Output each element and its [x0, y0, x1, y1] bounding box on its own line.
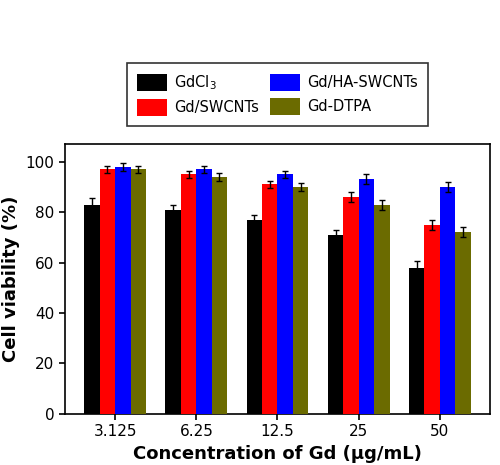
- X-axis label: Concentration of Gd (μg/mL): Concentration of Gd (μg/mL): [133, 445, 422, 463]
- Bar: [440, 187, 456, 414]
- Bar: [115, 167, 130, 414]
- Bar: [262, 185, 278, 414]
- Bar: [212, 177, 227, 414]
- Bar: [278, 174, 293, 414]
- Bar: [246, 220, 262, 414]
- Y-axis label: Cell viability (%): Cell viability (%): [2, 196, 20, 362]
- Bar: [456, 232, 470, 414]
- Bar: [181, 174, 196, 414]
- Bar: [358, 179, 374, 414]
- Bar: [130, 169, 146, 414]
- Bar: [424, 225, 440, 414]
- Bar: [328, 235, 343, 414]
- Legend: GdCl$_3$, Gd/SWCNTs, Gd/HA-SWCNTs, Gd-DTPA: GdCl$_3$, Gd/SWCNTs, Gd/HA-SWCNTs, Gd-DT…: [127, 63, 428, 126]
- Bar: [196, 169, 212, 414]
- Bar: [293, 187, 308, 414]
- Bar: [166, 210, 181, 414]
- Bar: [409, 268, 424, 414]
- Bar: [374, 205, 390, 414]
- Bar: [100, 169, 115, 414]
- Bar: [84, 205, 100, 414]
- Bar: [343, 197, 358, 414]
